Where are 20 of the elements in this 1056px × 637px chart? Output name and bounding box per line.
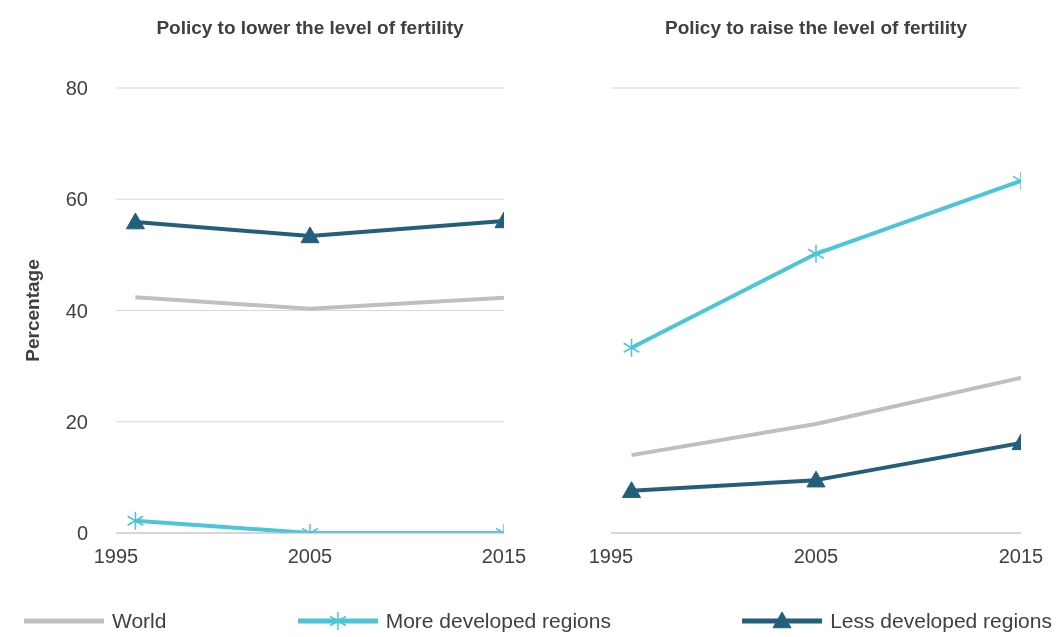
x-tick-label: 2015 (481, 545, 527, 568)
x-tick-label: 1995 (93, 545, 139, 568)
y-tick-label: 80 (65, 77, 88, 100)
y-axis-title: Percentage (21, 259, 43, 362)
point (622, 338, 641, 358)
y-tick-label: 60 (65, 188, 88, 211)
legend-label: World (112, 609, 167, 633)
x-tick-label: 2005 (287, 545, 333, 568)
chart-title: Policy to lower the level of fertility (155, 16, 465, 40)
y-tick-label: 40 (65, 299, 88, 322)
x-tick-label: 2005 (793, 545, 839, 568)
legend-label: More developed regions (385, 609, 611, 633)
x-tick-label: 2015 (998, 545, 1044, 568)
legend-label: Less developed regions (830, 609, 1052, 633)
chart-title: Policy to raise the level of fertility (664, 16, 968, 40)
y-tick-label: 0 (76, 522, 88, 545)
point (300, 226, 320, 244)
y-tick-label: 20 (65, 410, 88, 433)
x-tick-label: 1995 (588, 545, 634, 568)
point (622, 481, 641, 498)
